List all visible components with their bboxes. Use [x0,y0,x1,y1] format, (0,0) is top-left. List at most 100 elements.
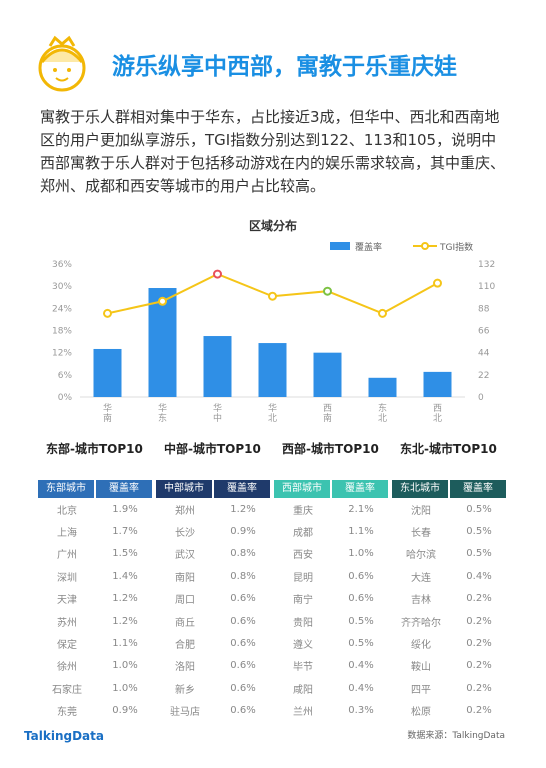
cell: 兰州 [293,707,313,719]
x-tick-label: 西北 [432,404,442,424]
table-row: 驻马店 0.6% [156,700,272,722]
cell: 0.8% [230,570,256,582]
cell: 1.0% [112,660,138,672]
bar [93,348,122,397]
y-tick-label: 24% [52,304,72,314]
cell: 大连 [411,572,431,584]
cell: 0.2% [466,615,492,627]
cell: 1.2% [112,615,138,627]
cell: 四平 [411,684,431,696]
cell: 0.6% [230,615,256,627]
cell: 0.6% [348,593,374,605]
cell: 0.4% [466,570,492,582]
tgi-point [433,278,442,288]
cell: 驻马店 [170,707,200,719]
bar [313,352,342,397]
cell: 0.9% [230,526,256,538]
header-cell: 覆盖率 [96,480,152,498]
cell: 1.0% [112,682,138,694]
cell: 深圳 [57,572,77,584]
table-row: 保定 1.1% [38,632,154,654]
table-row: 武汉 0.8% [156,543,272,565]
y-tick-label: 12% [52,349,72,359]
y-tick-label: 18% [52,327,72,337]
cell: 2.1% [348,503,374,515]
cell: 重庆 [293,505,313,517]
legend-label: TGI指数 [439,241,473,253]
cell: 沈阳 [411,505,431,517]
table-row: 南宁 0.6% [274,588,390,610]
y2-tick-label: 110 [478,282,495,292]
y2-tick-label: 22 [478,371,489,381]
table-label: 东部-城市TOP10 [46,442,143,456]
cell: 0.2% [466,682,492,694]
princess-icon [38,35,86,92]
y-tick-label: 6% [58,371,73,381]
tgi-point [213,269,222,279]
table-row: 毕节 0.4% [274,655,390,677]
cell: 0.6% [230,638,256,650]
brand: TalkingData [24,729,104,743]
cell: 东莞 [57,707,77,719]
city-table: 东部城市 覆盖率 北京 1.9% 上海 1.7% 广州 1.5% 深圳 1.4% 天津 1.2% 苏州 1… [38,480,154,722]
header-cell: 覆盖率 [214,480,270,498]
cell: 1.0% [348,548,374,560]
chart-title: 区域分布 [249,218,297,233]
table-label: 东北-城市TOP10 [400,442,497,456]
tgi-point [103,308,112,318]
cell: 合肥 [175,640,195,652]
table-label: 西部-城市TOP10 [282,442,379,456]
table-row: 吉林 0.2% [392,588,508,610]
table-row: 昆明 0.6% [274,565,390,587]
cell: 0.6% [230,593,256,605]
bar [148,288,177,397]
cell: 天津 [57,595,77,607]
table-header: 东北城市 覆盖率 [392,480,508,498]
header-cell: 中部城市 [156,480,212,498]
x-tick-label: 华南 [102,404,112,424]
table-row: 商丘 0.6% [156,610,272,632]
y2-tick-label: 88 [478,304,490,314]
legend-label: 覆盖率 [355,241,382,253]
cell: 0.2% [466,705,492,717]
table-row: 长沙 0.9% [156,520,272,542]
cell: 商丘 [175,617,195,629]
bar [423,371,452,397]
cell: 0.3% [348,705,374,717]
table-row: 遵义 0.5% [274,632,390,654]
cell: 0.4% [348,660,374,672]
cell: 绥化 [411,640,431,652]
table-header: 西部城市 覆盖率 [274,480,390,498]
cell: 长沙 [175,528,195,540]
legend-swatch [330,242,350,250]
cell: 0.2% [466,593,492,605]
tgi-point [158,296,167,306]
cell: 0.6% [348,570,374,582]
bar [203,336,232,397]
cell: 1.1% [112,638,138,650]
cell: 1.1% [348,526,374,538]
table-row: 广州 1.5% [38,543,154,565]
source: 数据来源：TalkingData [407,729,505,741]
table-row: 徐州 1.0% [38,655,154,677]
cell: 新乡 [175,684,195,696]
x-tick-label: 华中 [212,404,222,424]
cell: 松原 [411,707,431,719]
cell: 1.9% [112,503,138,515]
cell: 哈尔滨 [406,550,436,562]
table-row: 咸阳 0.4% [274,677,390,699]
cell: 0.9% [112,705,138,717]
cell: 0.8% [230,548,256,560]
table-row: 大连 0.4% [392,565,508,587]
cell: 徐州 [57,662,77,674]
cell: 齐齐哈尔 [401,617,441,629]
paragraph: 寓教于乐人群相对集中于华东，占比接近3成，但华中、西北和西南地区的用户更加纵享游… [40,108,506,195]
x-tick-label: 东北 [377,404,387,424]
cell: 长春 [411,528,431,540]
city-table: 中部城市 覆盖率 郑州 1.2% 长沙 0.9% 武汉 0.8% 南阳 0.8% 周口 0.6% 商丘 0… [156,480,272,722]
table-row: 绥化 0.2% [392,632,508,654]
table-row: 贵阳 0.5% [274,610,390,632]
table-row: 鞍山 0.2% [392,655,508,677]
table-row: 上海 1.7% [38,520,154,542]
table-row: 重庆 2.1% [274,498,390,520]
